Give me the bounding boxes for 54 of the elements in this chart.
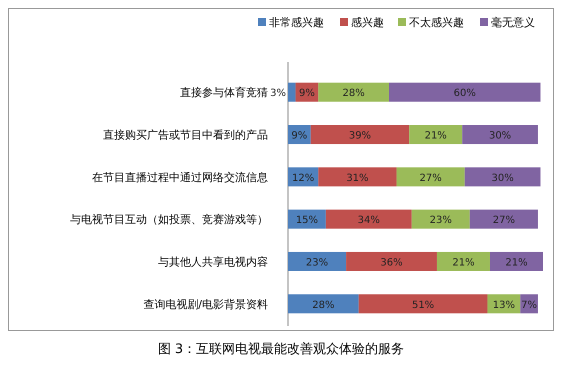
data-label: 31% [346,172,369,184]
data-label: 34% [358,215,380,226]
data-label: 27% [492,215,515,226]
bar [396,167,465,186]
bar [409,125,462,144]
data-label: 21% [452,257,475,268]
y-tick-label: 查询电视剧/电影背景资料 [143,298,268,311]
data-label: 23% [430,215,452,226]
data-label: 21% [424,130,447,142]
data-label: 51% [412,300,434,311]
bar [288,252,346,271]
bar [288,294,359,314]
data-label: 15% [296,215,318,226]
legend-label: 不太感兴趣 [409,16,464,29]
data-label: 13% [492,300,515,311]
y-tick-label: 与电视节目互动（如投票、竞赛游戏等） [70,213,268,226]
bar [288,82,296,102]
bar [346,252,437,271]
bar [326,210,412,229]
data-label: 30% [488,130,512,142]
data-label: 28% [312,300,334,311]
bar [470,210,538,229]
bar [318,167,397,186]
legend-label: 感兴趣 [351,16,384,29]
y-tick-label: 在节目直播过程中通过网络交流信息 [92,170,268,184]
legend-label: 非常感兴趣 [269,16,324,29]
data-label: 9% [299,88,315,100]
bar [412,210,470,229]
data-label: 39% [348,130,372,142]
bar [358,294,488,314]
data-label: 12% [292,172,314,184]
data-label: 36% [380,257,403,268]
data-label: 3% [270,88,286,100]
text: 图 3：互联网电视最能改善观众体验的服务 [158,341,404,357]
data-label: 7% [521,300,538,311]
data-label: 30% [491,172,514,184]
data-label: 60% [454,88,476,100]
data-label: 27% [420,172,442,184]
bar [490,252,543,271]
bar [318,82,389,102]
data-label: 9% [291,130,308,142]
bar [436,252,490,271]
bar [288,210,326,229]
data-label: 28% [342,88,365,100]
bar [310,125,410,144]
data-label: 21% [505,257,528,268]
data-label: 23% [306,257,328,268]
y-tick-label: 直接参与体育竞猜 [180,86,268,100]
legend-label: 毫无意义 [491,16,535,29]
y-tick-label: 直接购买广告或节目中看到的产品 [103,128,268,142]
bar [464,167,540,186]
y-tick-label: 与其他人共享电视内容 [158,255,268,268]
bar [388,82,540,102]
bar [462,125,538,144]
